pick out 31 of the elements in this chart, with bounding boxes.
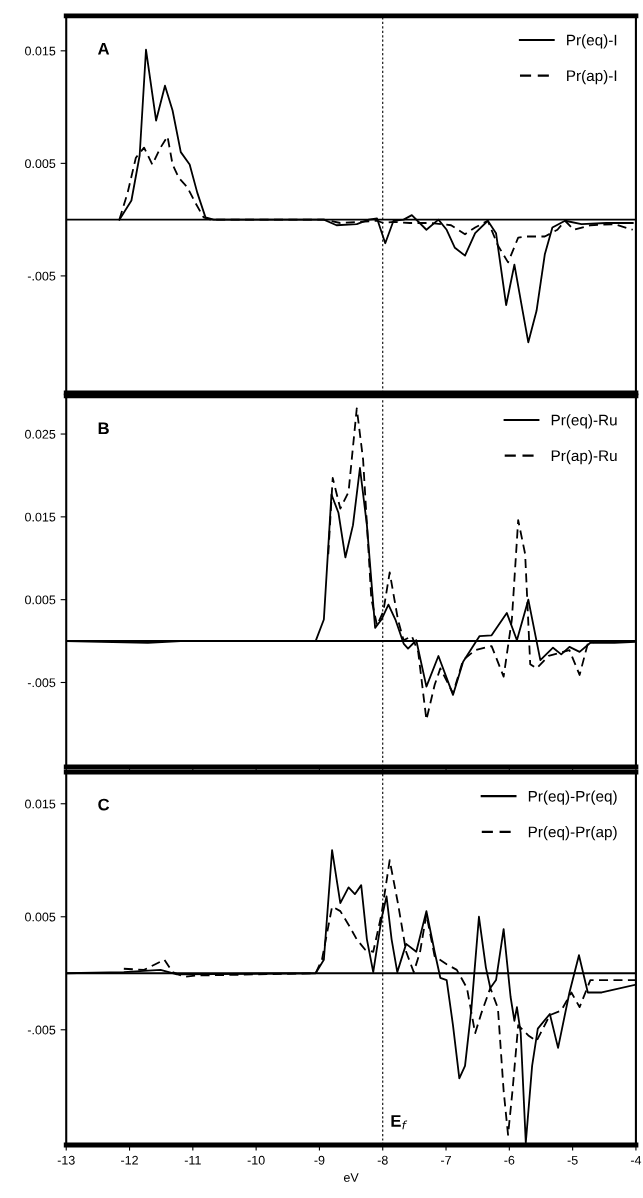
x-tick-label: -8 — [377, 1155, 388, 1165]
legend-label: Pr(ap)-I — [567, 69, 617, 85]
x-tick-label: -13 — [57, 1155, 75, 1165]
text: C — [98, 798, 110, 811]
x-tick-label: -7 — [441, 1155, 451, 1165]
text: B — [98, 422, 109, 434]
x-tick-label: -4 — [630, 1155, 642, 1165]
y-tick-label: 0.015 — [25, 46, 56, 56]
y-tick-label: -.005 — [27, 1025, 56, 1035]
ref-line-label: E$_{f}$ — [391, 1115, 408, 1130]
legend-label: Pr(eq)-Pr(eq) — [528, 790, 617, 805]
y-tick-label: 0.005 — [25, 595, 56, 605]
x-tick-label: -5 — [567, 1155, 578, 1165]
legend-label: Pr(eq)-I — [567, 34, 617, 49]
y-tick-label: 0.025 — [25, 429, 56, 439]
x-tick-label: -10 — [247, 1155, 265, 1165]
text: A — [97, 42, 110, 55]
x-tick-label: -12 — [121, 1155, 138, 1165]
y-tick-label: 0.015 — [25, 512, 56, 522]
legend-label: Pr(eq)-Pr(ap) — [528, 826, 617, 841]
y-tick-label: 0.005 — [25, 912, 56, 922]
y-tick-label: -.005 — [27, 271, 56, 281]
x-tick-label: -6 — [504, 1155, 515, 1165]
legend-label: Pr(eq)-Ru — [551, 414, 617, 429]
y-tick-label: 0.005 — [25, 159, 56, 169]
x-tick-label: -9 — [314, 1155, 325, 1165]
x-tick-label: -11 — [184, 1155, 201, 1165]
legend-label: Pr(ap)-Ru — [551, 449, 617, 465]
y-tick-label: 0.015 — [25, 799, 56, 809]
x-axis-title: eV — [343, 1173, 359, 1182]
y-tick-label: -.005 — [27, 678, 56, 688]
